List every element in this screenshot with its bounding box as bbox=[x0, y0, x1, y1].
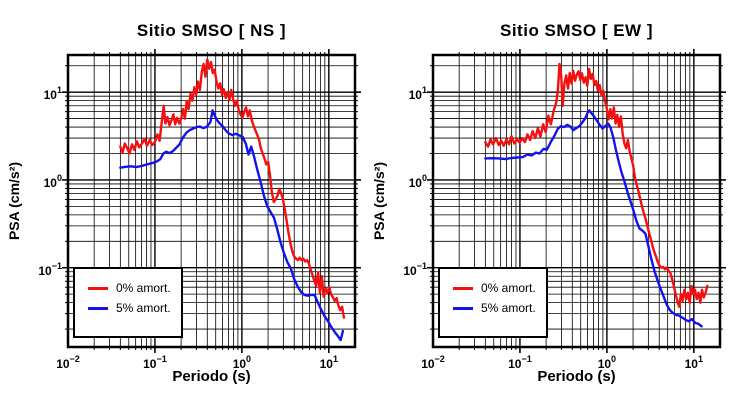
legend-label-0pct: 0% amort. bbox=[481, 281, 536, 295]
legend-label-5pct: 5% amort. bbox=[116, 301, 171, 315]
plot-title-ew: Sitio SMSO [ EW ] bbox=[500, 21, 653, 40]
y-axis-label-ns: PSA (cm/s²) bbox=[6, 161, 22, 241]
legend-box-ew: 0% amort. 5% amort. bbox=[438, 267, 548, 338]
series-line-0-amort- bbox=[119, 58, 346, 319]
legend-item-0pct: 0% amort. bbox=[440, 278, 546, 298]
legend-line-5pct-icon bbox=[88, 306, 108, 310]
legend-item-5pct: 5% amort. bbox=[440, 298, 546, 318]
legend-line-0pct-icon bbox=[453, 286, 473, 290]
y-axis-label-ew: PSA (cm/s²) bbox=[371, 161, 387, 241]
y-tick-label: 100 bbox=[43, 172, 62, 190]
plot-title-ns: Sitio SMSO [ NS ] bbox=[136, 21, 287, 40]
x-axis-label-ew: Periodo (s) bbox=[537, 368, 616, 385]
legend-item-0pct: 0% amort. bbox=[75, 278, 181, 298]
legend-label-5pct: 5% amort. bbox=[481, 301, 536, 315]
y-tick-label: 100 bbox=[408, 172, 427, 190]
x-axis-label-ns: Periodo (s) bbox=[172, 368, 251, 385]
y-tick-label: 101 bbox=[43, 85, 62, 103]
y-tick-label: 10−1 bbox=[403, 260, 427, 278]
legend-label-0pct: 0% amort. bbox=[116, 281, 171, 295]
series-line-5-amort- bbox=[119, 109, 345, 342]
legend-line-5pct-icon bbox=[453, 306, 473, 310]
y-tick-label: 10−1 bbox=[38, 260, 62, 278]
series-line-5-amort- bbox=[484, 109, 703, 328]
series-line-0-amort- bbox=[484, 62, 709, 308]
y-tick-label: 101 bbox=[408, 85, 427, 103]
plot-canvas-ns bbox=[62, 49, 361, 353]
legend-box-ns: 0% amort. 5% amort. bbox=[73, 267, 183, 338]
legend-item-5pct: 5% amort. bbox=[75, 298, 181, 318]
legend-line-0pct-icon bbox=[88, 286, 108, 290]
plot-ns: Sitio SMSO [ NS ] PSA (cm/s²) Periodo (s… bbox=[6, 21, 361, 385]
plot-ew: Sitio SMSO [ EW ] PSA (cm/s²) Periodo (s… bbox=[365, 0, 730, 400]
